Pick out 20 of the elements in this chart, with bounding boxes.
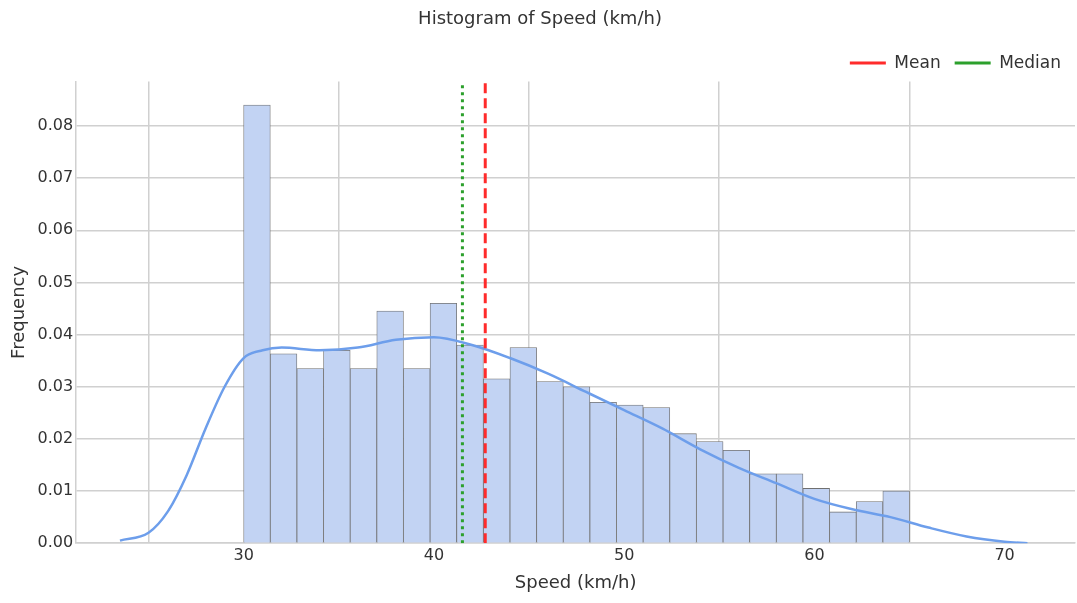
legend-label: Mean [894,51,941,72]
y-tick-label: 0.04 [37,323,74,343]
y-tick-label: 0.01 [37,480,74,500]
legend-label: Median [999,51,1062,72]
x-tick-label: 40 [423,544,445,564]
y-tick-label: 0.08 [37,115,74,135]
y-tick-label: 0.02 [37,428,74,448]
x-tick-label: 60 [804,544,825,564]
y-tick-label: 0.07 [37,167,74,187]
x-tick-label: 50 [613,544,635,564]
line-series [118,335,1029,544]
y-tick-label: 0.00 [37,532,74,552]
chart-title: Histogram of Speed (km/h) [418,7,662,29]
x-tick-label: 30 [233,544,254,564]
y-tick-label: 0.05 [37,271,74,291]
y-tick-label: 0.03 [37,375,74,395]
x-tick-label: 70 [994,544,1015,564]
x-axis-title: Speed (km/h) [514,570,637,592]
y-tick-label: 0.06 [37,219,74,239]
y-axis-title: Frequency [7,265,29,359]
